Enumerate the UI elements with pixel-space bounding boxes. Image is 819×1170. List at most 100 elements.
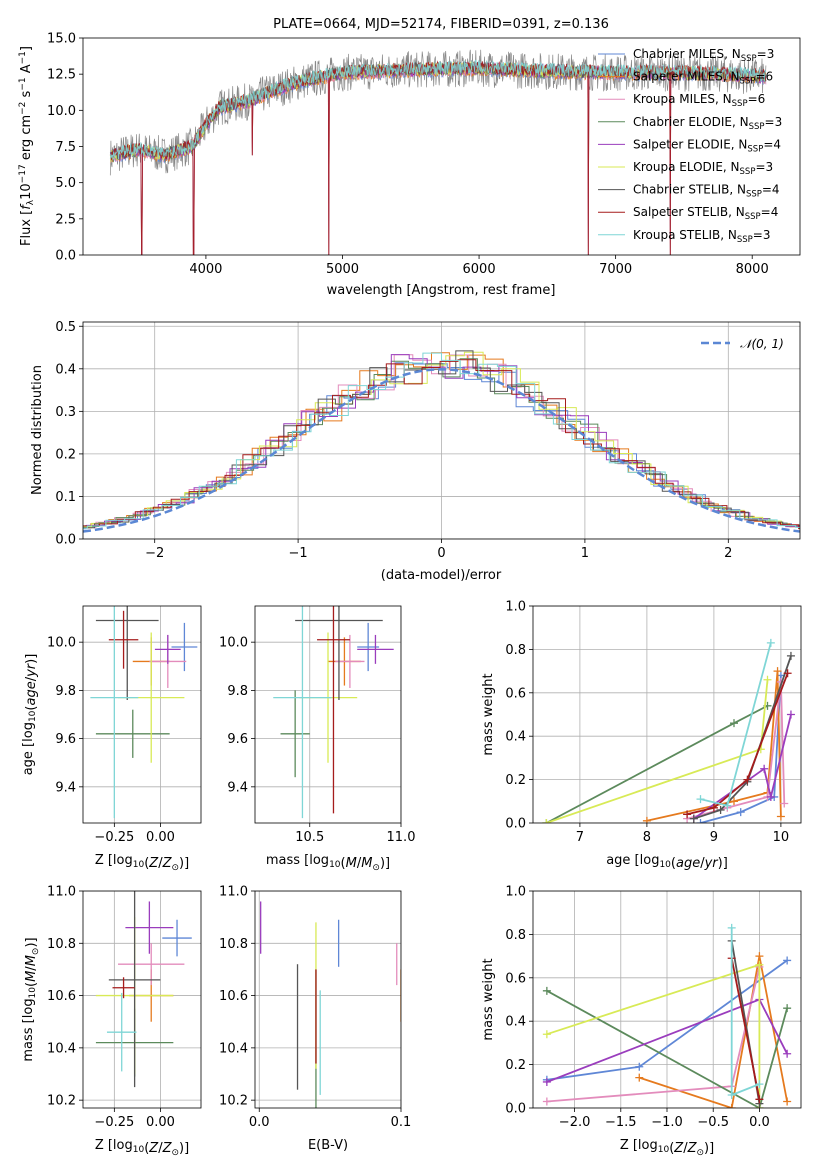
weight_vs_age-ytick-label: 0.2 (505, 773, 526, 788)
weight_vs_Z-marker-kroupa-stelib (727, 1090, 736, 1099)
normal-reference-curve (83, 368, 800, 533)
weight_vs_Z-marker-salpeter-miles (783, 1097, 792, 1106)
weight_vs_age-line-kroupa-stelib (700, 642, 772, 807)
weight_vs_age-marker-chabrier-miles (696, 819, 705, 823)
mass_vs_EBV-plot-area (255, 891, 401, 1108)
weight_vs_age-frame (532, 605, 802, 824)
weight_vs_age-marker-salpeter-stelib (743, 775, 752, 784)
age_vs_Z-xtick-label: −0.25 (94, 830, 134, 845)
mass_vs_EBV-frame (254, 890, 402, 1109)
weight_vs_Z-line-salpeter-stelib (730, 958, 761, 1100)
mass_vs_EBV-ytick-label: 11.0 (219, 885, 248, 900)
mass_vs_Z-ytick-label: 10.6 (47, 989, 76, 1004)
weight_vs_age-marker-kroupa-elodie (763, 675, 772, 684)
residuals-ytick-label: 0.3 (55, 405, 76, 420)
spectrum-plot-area (109, 49, 767, 255)
age_vs_mass-xtick-label: 11.0 (387, 830, 416, 845)
weight_vs_Z-marker-kroupa-stelib (755, 1080, 764, 1089)
residuals-xtick-label: −1 (289, 546, 308, 561)
spectrum-ytick-label: 7.5 (55, 140, 76, 155)
weight_vs_age-marker-kroupa-stelib (696, 795, 705, 804)
mass_vs_EBV-xtick-label: 0.0 (249, 1115, 270, 1130)
age_vs_Z-ytick-label: 9.8 (55, 684, 76, 699)
weight_vs_age-marker-salpeter-stelib (783, 669, 792, 678)
residuals-frame (82, 321, 801, 540)
spectrum-ytick-label: 5.0 (55, 176, 76, 191)
weight_vs_age-xtick-label: 8 (643, 830, 651, 845)
spectrum-legend-entry-kroupa-stelib: Kroupa STELIB, NSSP=3 (633, 228, 771, 245)
spectrum-ytick-label: 2.5 (55, 212, 76, 227)
weight_vs_age-marker-salpeter-miles (642, 816, 651, 823)
residuals-xlabel: (data-model)/error (381, 568, 502, 583)
weight_vs_age-marker-kroupa-stelib (723, 801, 732, 810)
age_vs_Z-ylabel: age [log10(age/yr)] (21, 654, 39, 776)
age_vs_mass-plot-area (255, 606, 401, 823)
weight_vs_age-marker-salpeter-elodie (786, 710, 795, 719)
age_vs_Z-xlabel: Z [log10(Z/Z⊙)] (95, 853, 189, 873)
age_vs_Z-ytick-label: 9.4 (55, 780, 76, 795)
spectrum-legend-entry-salpeter-stelib: Salpeter STELIB, NSSP=4 (633, 205, 778, 222)
mass_vs_Z-xlabel: Z [log10(Z/Z⊙)] (95, 1138, 189, 1158)
spectrum-legend-entry-chabrier-elodie: Chabrier ELODIE, NSSP=3 (633, 115, 782, 132)
age_vs_mass-ytick-label: 9.8 (227, 684, 248, 699)
weight_vs_Z-frame (532, 890, 802, 1109)
weight_vs_age-marker-salpeter-miles (776, 812, 785, 821)
residuals-ytick-label: 0.4 (55, 362, 76, 377)
spectrum-xtick-label: 4000 (189, 262, 222, 277)
age_vs_Z-plot-area (83, 606, 201, 823)
weight_vs_age-ytick-label: 0.8 (505, 643, 526, 658)
weight_vs_Z-marker-chabrier-elodie (783, 1004, 792, 1013)
weight_vs_Z-xtick-label: −1.5 (605, 1115, 637, 1130)
weight_vs_Z-ytick-label: 0.4 (505, 1015, 526, 1030)
weight_vs_age-marker-kroupa-elodie (542, 819, 551, 823)
weight_vs_Z-marker-salpeter-miles (635, 1073, 644, 1082)
weight_vs_age-xtick-label: 9 (710, 830, 718, 845)
age_vs_mass-ytick-label: 9.4 (227, 780, 248, 795)
spectrum-legend-entry-chabrier-miles: Chabrier MILES, NSSP=3 (633, 47, 774, 64)
mass_vs_EBV-xtick-label: 0.1 (391, 1115, 412, 1130)
age_vs_Z-xtick-label: 0.00 (146, 830, 175, 845)
weight_vs_age-marker-salpeter-elodie (760, 764, 769, 773)
weight_vs_age-line-salpeter-elodie (693, 714, 792, 820)
weight_vs_age-marker-kroupa-miles (780, 799, 789, 808)
weight_vs_age-marker-salpeter-miles (773, 667, 782, 676)
weight_vs_age-marker-chabrier-stelib (689, 814, 698, 823)
residuals-xtick-label: 0 (437, 546, 445, 561)
weight_vs_age-ytick-label: 1.0 (505, 600, 526, 615)
spectrum-ytick-label: 10.0 (47, 104, 76, 119)
weight_vs_Z-xlabel: Z [log10(Z/Z⊙)] (620, 1138, 714, 1158)
mass_vs_Z-ytick-label: 10.8 (47, 937, 76, 952)
weight_vs_age-ylabel: mass weight (481, 673, 496, 755)
weight_vs_age-ytick-label: 0.0 (505, 817, 526, 832)
spectrum-frame (82, 37, 801, 256)
weight_vs_Z-marker-salpeter-miles (755, 952, 764, 961)
age_vs_Z-ytick-label: 9.6 (55, 732, 76, 747)
age_vs_mass-ytick-label: 9.6 (227, 732, 248, 747)
weight_vs_Z-marker-salpeter-elodie (542, 1077, 551, 1086)
age_vs_mass-xlabel: mass [log10(M/M⊙)] (266, 853, 390, 873)
spectrum-xtick-label: 7000 (599, 262, 632, 277)
mass_vs_EBV-ytick-label: 10.8 (219, 937, 248, 952)
age_vs_Z-ytick-label: 10.0 (47, 636, 76, 651)
weight_vs_Z-marker-chabrier-elodie (542, 986, 551, 995)
weight_vs_Z-plot-area (533, 891, 801, 1108)
weight_vs_age-marker-salpeter-stelib (683, 810, 692, 819)
residuals-xtick-label: 1 (581, 546, 589, 561)
residuals-xtick-label: 2 (724, 546, 732, 561)
weight_vs_age-marker-salpeter-elodie (766, 792, 775, 801)
weight_vs_Z-xtick-label: −0.5 (697, 1115, 729, 1130)
normal-legend-label: 𝒩(0, 1) (740, 337, 784, 351)
weight_vs_age-xlabel: age [log10(age/yr)] (606, 853, 728, 871)
weight_vs_age-line-chabrier-miles (700, 675, 782, 823)
weight_vs_Z-marker-kroupa-elodie (755, 960, 764, 969)
mass_vs_Z-frame (82, 890, 202, 1109)
weight_vs_age-ytick-label: 0.6 (505, 686, 526, 701)
mass_vs_Z-plot-area (83, 891, 201, 1108)
age_vs_mass-ytick-label: 10.0 (219, 636, 248, 651)
spectrum-xtick-label: 5000 (326, 262, 359, 277)
mass_vs_EBV-ytick-label: 10.6 (219, 989, 248, 1004)
mass_vs_EBV-ytick-label: 10.2 (219, 1094, 248, 1109)
weight_vs_Z-marker-kroupa-elodie (542, 1030, 551, 1039)
weight_vs_Z-marker-kroupa-stelib (727, 923, 736, 932)
